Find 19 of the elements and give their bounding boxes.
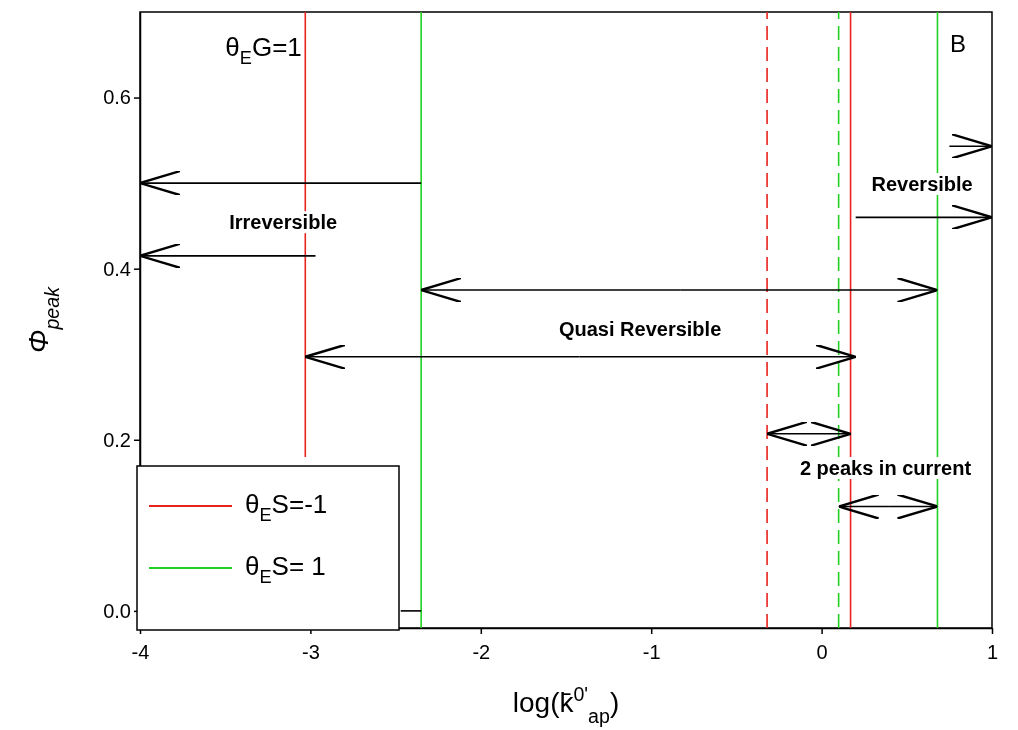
annotation: Irreversible xyxy=(229,211,338,234)
annotation: B xyxy=(949,30,966,58)
x-axis-title: log(k̄$^{0'}$$_{ap}$) xyxy=(512,683,620,727)
y-tick-label: 0.6 xyxy=(103,86,131,109)
x-tick-label: -4 xyxy=(131,641,150,663)
legend-label: θ$_{E}$S= 1 xyxy=(245,550,326,587)
annotation: θ$_{E}$G=1 xyxy=(225,31,302,68)
y-tick-label: 0.0 xyxy=(103,599,131,622)
x-tick-label: 1 xyxy=(986,641,999,663)
annotation: 2 peaks in current xyxy=(799,456,972,479)
x-tick-label: -2 xyxy=(472,641,491,663)
annotation: Reversible xyxy=(871,172,973,195)
annotation: Quasi Reversible xyxy=(558,318,722,341)
y-tick-label: 0.2 xyxy=(103,428,131,451)
x-tick-label: -1 xyxy=(642,641,661,663)
legend-label: θ$_{E}$S=-1 xyxy=(245,488,328,525)
x-tick-label: -3 xyxy=(302,641,320,663)
x-tick-label: 0 xyxy=(816,641,828,663)
y-tick-label: 0.4 xyxy=(103,257,131,280)
